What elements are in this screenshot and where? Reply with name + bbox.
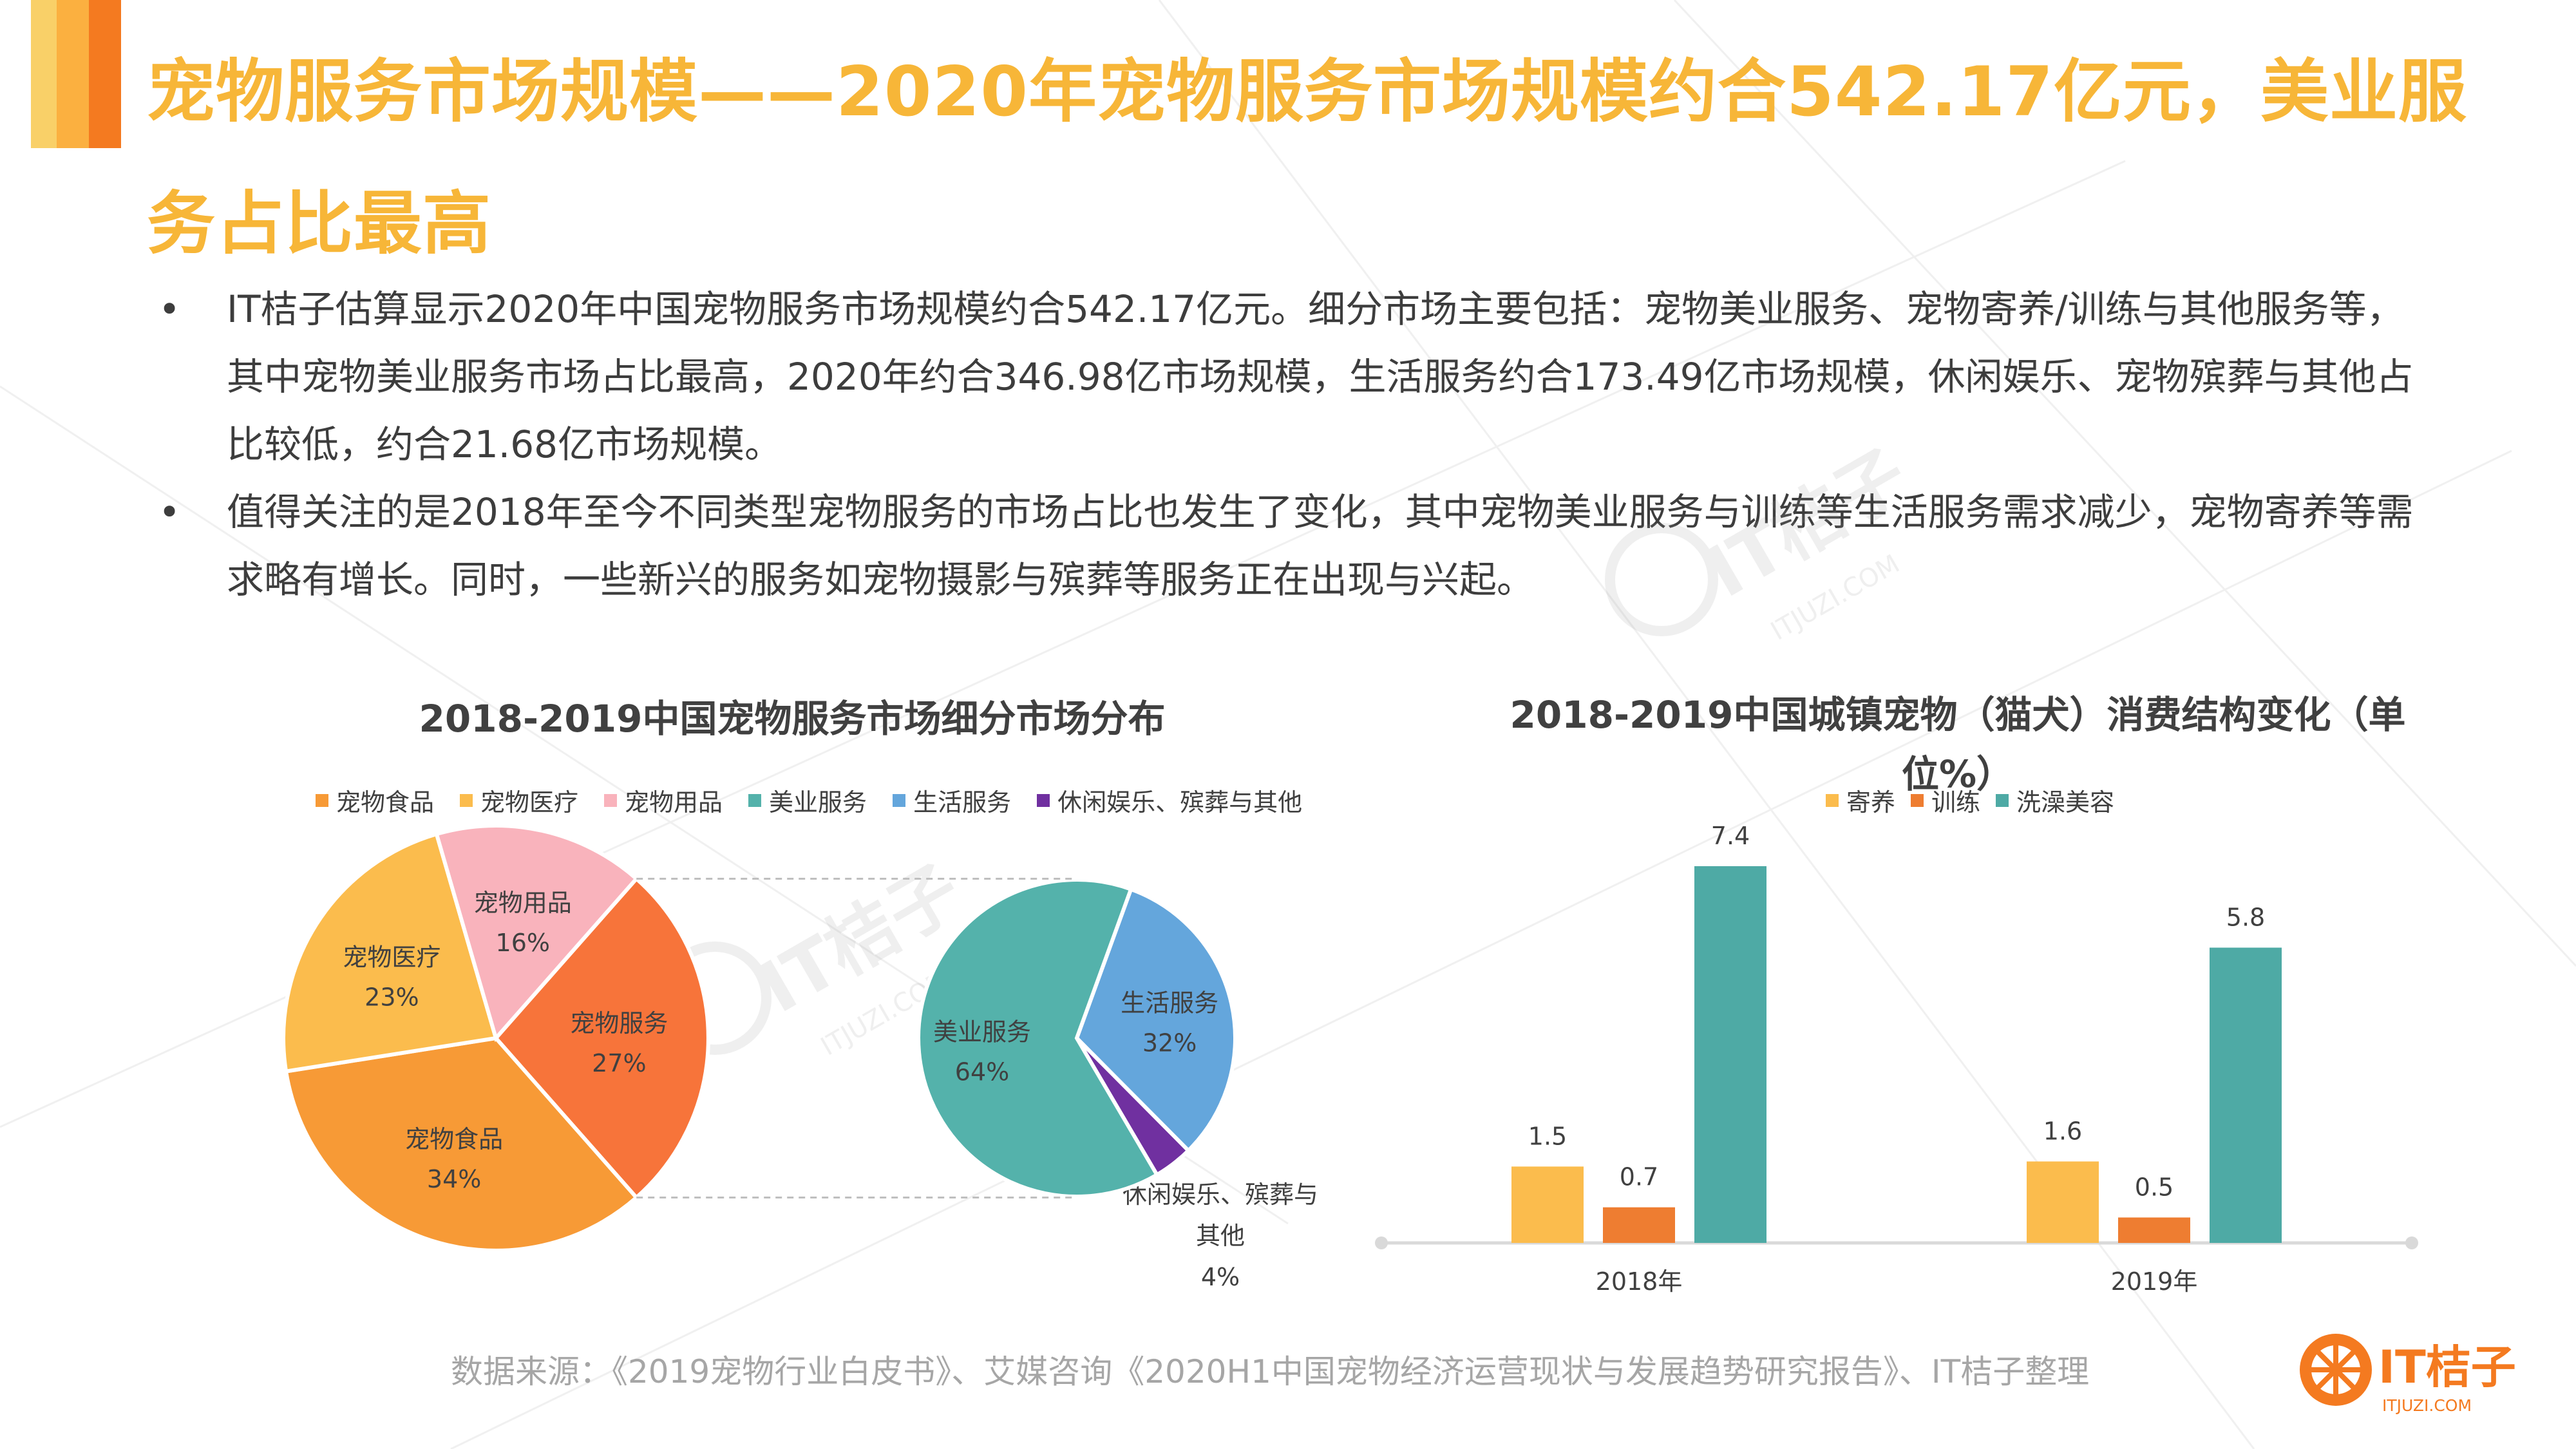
bullet-dot: •	[158, 490, 181, 534]
legend-label: 训练	[1931, 788, 1981, 817]
legend-item: 生活服务	[893, 782, 1011, 818]
legend-swatch	[1037, 793, 1050, 807]
pie-slice	[916, 878, 1160, 1198]
x-tick-label: 2019年	[2111, 1267, 2198, 1296]
legend-label: 宠物用品	[625, 788, 723, 817]
pie-slice	[1074, 886, 1238, 1153]
pie-slice-value: 27%	[592, 1049, 646, 1077]
legend-swatch	[604, 793, 618, 807]
pie-slice	[283, 1036, 639, 1253]
bar-chart-title-line: 位%）	[1901, 752, 2014, 796]
pie-slice-label: 美业服务	[933, 1018, 1031, 1046]
pie-slice	[493, 876, 710, 1200]
bullet-text: IT桔子估算显示2020年中国宠物服务市场规模约合542.17亿元。细分市场主要…	[227, 287, 2414, 466]
legend-swatch	[748, 793, 762, 807]
bar-data-label: 0.7	[1620, 1163, 1658, 1191]
pie-slice-label: 宠物服务	[570, 1009, 668, 1037]
legend-label: 寄养	[1846, 788, 1896, 817]
pie-slice-value: 16%	[496, 929, 550, 957]
bullet-item: • 值得关注的是2018年至今不同类型宠物服务的市场占比也发生了变化，其中宠物美业…	[148, 478, 2441, 614]
pie-slice-label: 休闲娱乐、殡葬与	[1122, 1180, 1318, 1209]
bullet-dot: •	[158, 287, 181, 331]
legend-label: 宠物食品	[336, 788, 435, 817]
bar-data-label: 5.8	[2226, 904, 2265, 932]
bar-chart-title-line: 2018-2019中国城镇宠物（猫犬）消费结构变化（单	[1510, 693, 2406, 737]
title-accent-bar	[31, 0, 121, 148]
pie-slice-label: 生活服务	[1121, 989, 1218, 1017]
summary-bullets: • IT桔子估算显示2020年中国宠物服务市场规模约合542.17亿元。细分市场主…	[148, 276, 2441, 614]
bar	[2210, 947, 2282, 1243]
page-title: 宠物服务市场规模——2020年宠物服务市场规模约合542.17亿元，美业服务占比…	[147, 52, 2468, 263]
pie-slice-value: 4%	[1201, 1263, 1240, 1291]
legend-swatch	[316, 793, 328, 807]
bar	[1511, 1166, 1584, 1243]
x-axis-end-dot	[2405, 1236, 2418, 1249]
legend-label: 生活服务	[913, 788, 1012, 817]
legend-item: 宠物医疗	[460, 782, 578, 818]
pie-slice-value: 32%	[1142, 1028, 1197, 1057]
legend-label: 洗澡美容	[2016, 788, 2115, 817]
legend-swatch	[1911, 793, 1924, 807]
x-tick-label: 2018年	[1596, 1267, 1683, 1296]
legend-item: 洗澡美容	[1996, 782, 2114, 818]
legend-item: 美业服务	[748, 782, 867, 818]
x-axis-end-dot	[1375, 1236, 1388, 1249]
bar-data-label: 7.4	[1711, 822, 1750, 850]
pie-slice-label: 宠物医疗	[343, 943, 440, 971]
bar-data-label: 1.5	[1528, 1122, 1567, 1150]
legend-item: 休闲娱乐、殡葬与其他	[1037, 782, 1302, 818]
pie-legend: 宠物食品 宠物医疗 宠物用品 美业服务 生活服务 休闲娱乐、殡葬与其他	[316, 782, 1328, 818]
logo-text: IT桔子	[2378, 1341, 2516, 1394]
legend-item: 宠物用品	[604, 782, 723, 818]
watermark-text: IT桔子	[1693, 434, 1922, 614]
legend-item: 宠物食品	[316, 782, 434, 818]
pie-slice	[281, 831, 498, 1074]
pie-slice	[434, 824, 639, 1043]
pie-slice-label: 宠物用品	[474, 889, 572, 917]
pie-slice-value: 34%	[427, 1165, 481, 1193]
bar	[1603, 1207, 1675, 1243]
pie-slice-value: 64%	[955, 1057, 1009, 1086]
legend-label: 美业服务	[769, 788, 867, 817]
legend-swatch	[460, 793, 473, 807]
bullet-item: • IT桔子估算显示2020年中国宠物服务市场规模约合542.17亿元。细分市场主…	[148, 276, 2441, 478]
legend-swatch	[893, 793, 906, 807]
pie-chart-title: 2018-2019中国宠物服务市场细分市场分布	[419, 697, 1166, 741]
bar	[1694, 866, 1766, 1243]
legend-label: 宠物医疗	[480, 788, 579, 817]
bar	[2118, 1217, 2190, 1243]
bar-legend: 寄养 训练 洗澡美容	[1826, 782, 2130, 818]
legend-item: 训练	[1911, 782, 1980, 818]
pie-slice-label: 宠物食品	[405, 1125, 503, 1153]
orange-slice-icon	[2300, 1334, 2372, 1406]
legend-swatch	[1996, 793, 2009, 807]
bar-data-label: 1.6	[2043, 1117, 2082, 1146]
bullet-text: 值得关注的是2018年至今不同类型宠物服务的市场占比也发生了变化，其中宠物美业服…	[227, 490, 2414, 601]
bar-chart-title: 2018-2019中国城镇宠物（猫犬）消费结构变化（单 位%）	[1443, 685, 2473, 804]
bar	[2027, 1161, 2099, 1243]
pie-slice-label: 其他	[1196, 1222, 1245, 1250]
legend-swatch	[1826, 793, 1839, 807]
legend-item: 寄养	[1826, 782, 1895, 818]
watermark-orange-icon	[1605, 523, 1718, 636]
legend-label: 休闲娱乐、殡葬与其他	[1057, 788, 1303, 817]
bar-data-label: 0.5	[2135, 1173, 2174, 1202]
data-source-note: 数据来源：《2019宠物行业白皮书》、艾媒咨询《2020H1中国宠物经济运营现状…	[451, 1353, 2090, 1390]
logo-subtext: ITJUZI.COM	[2382, 1396, 2472, 1415]
pie-slice-value: 23%	[365, 983, 419, 1011]
itjuzi-logo: IT桔子 ITJUZI.COM	[2300, 1334, 2516, 1415]
